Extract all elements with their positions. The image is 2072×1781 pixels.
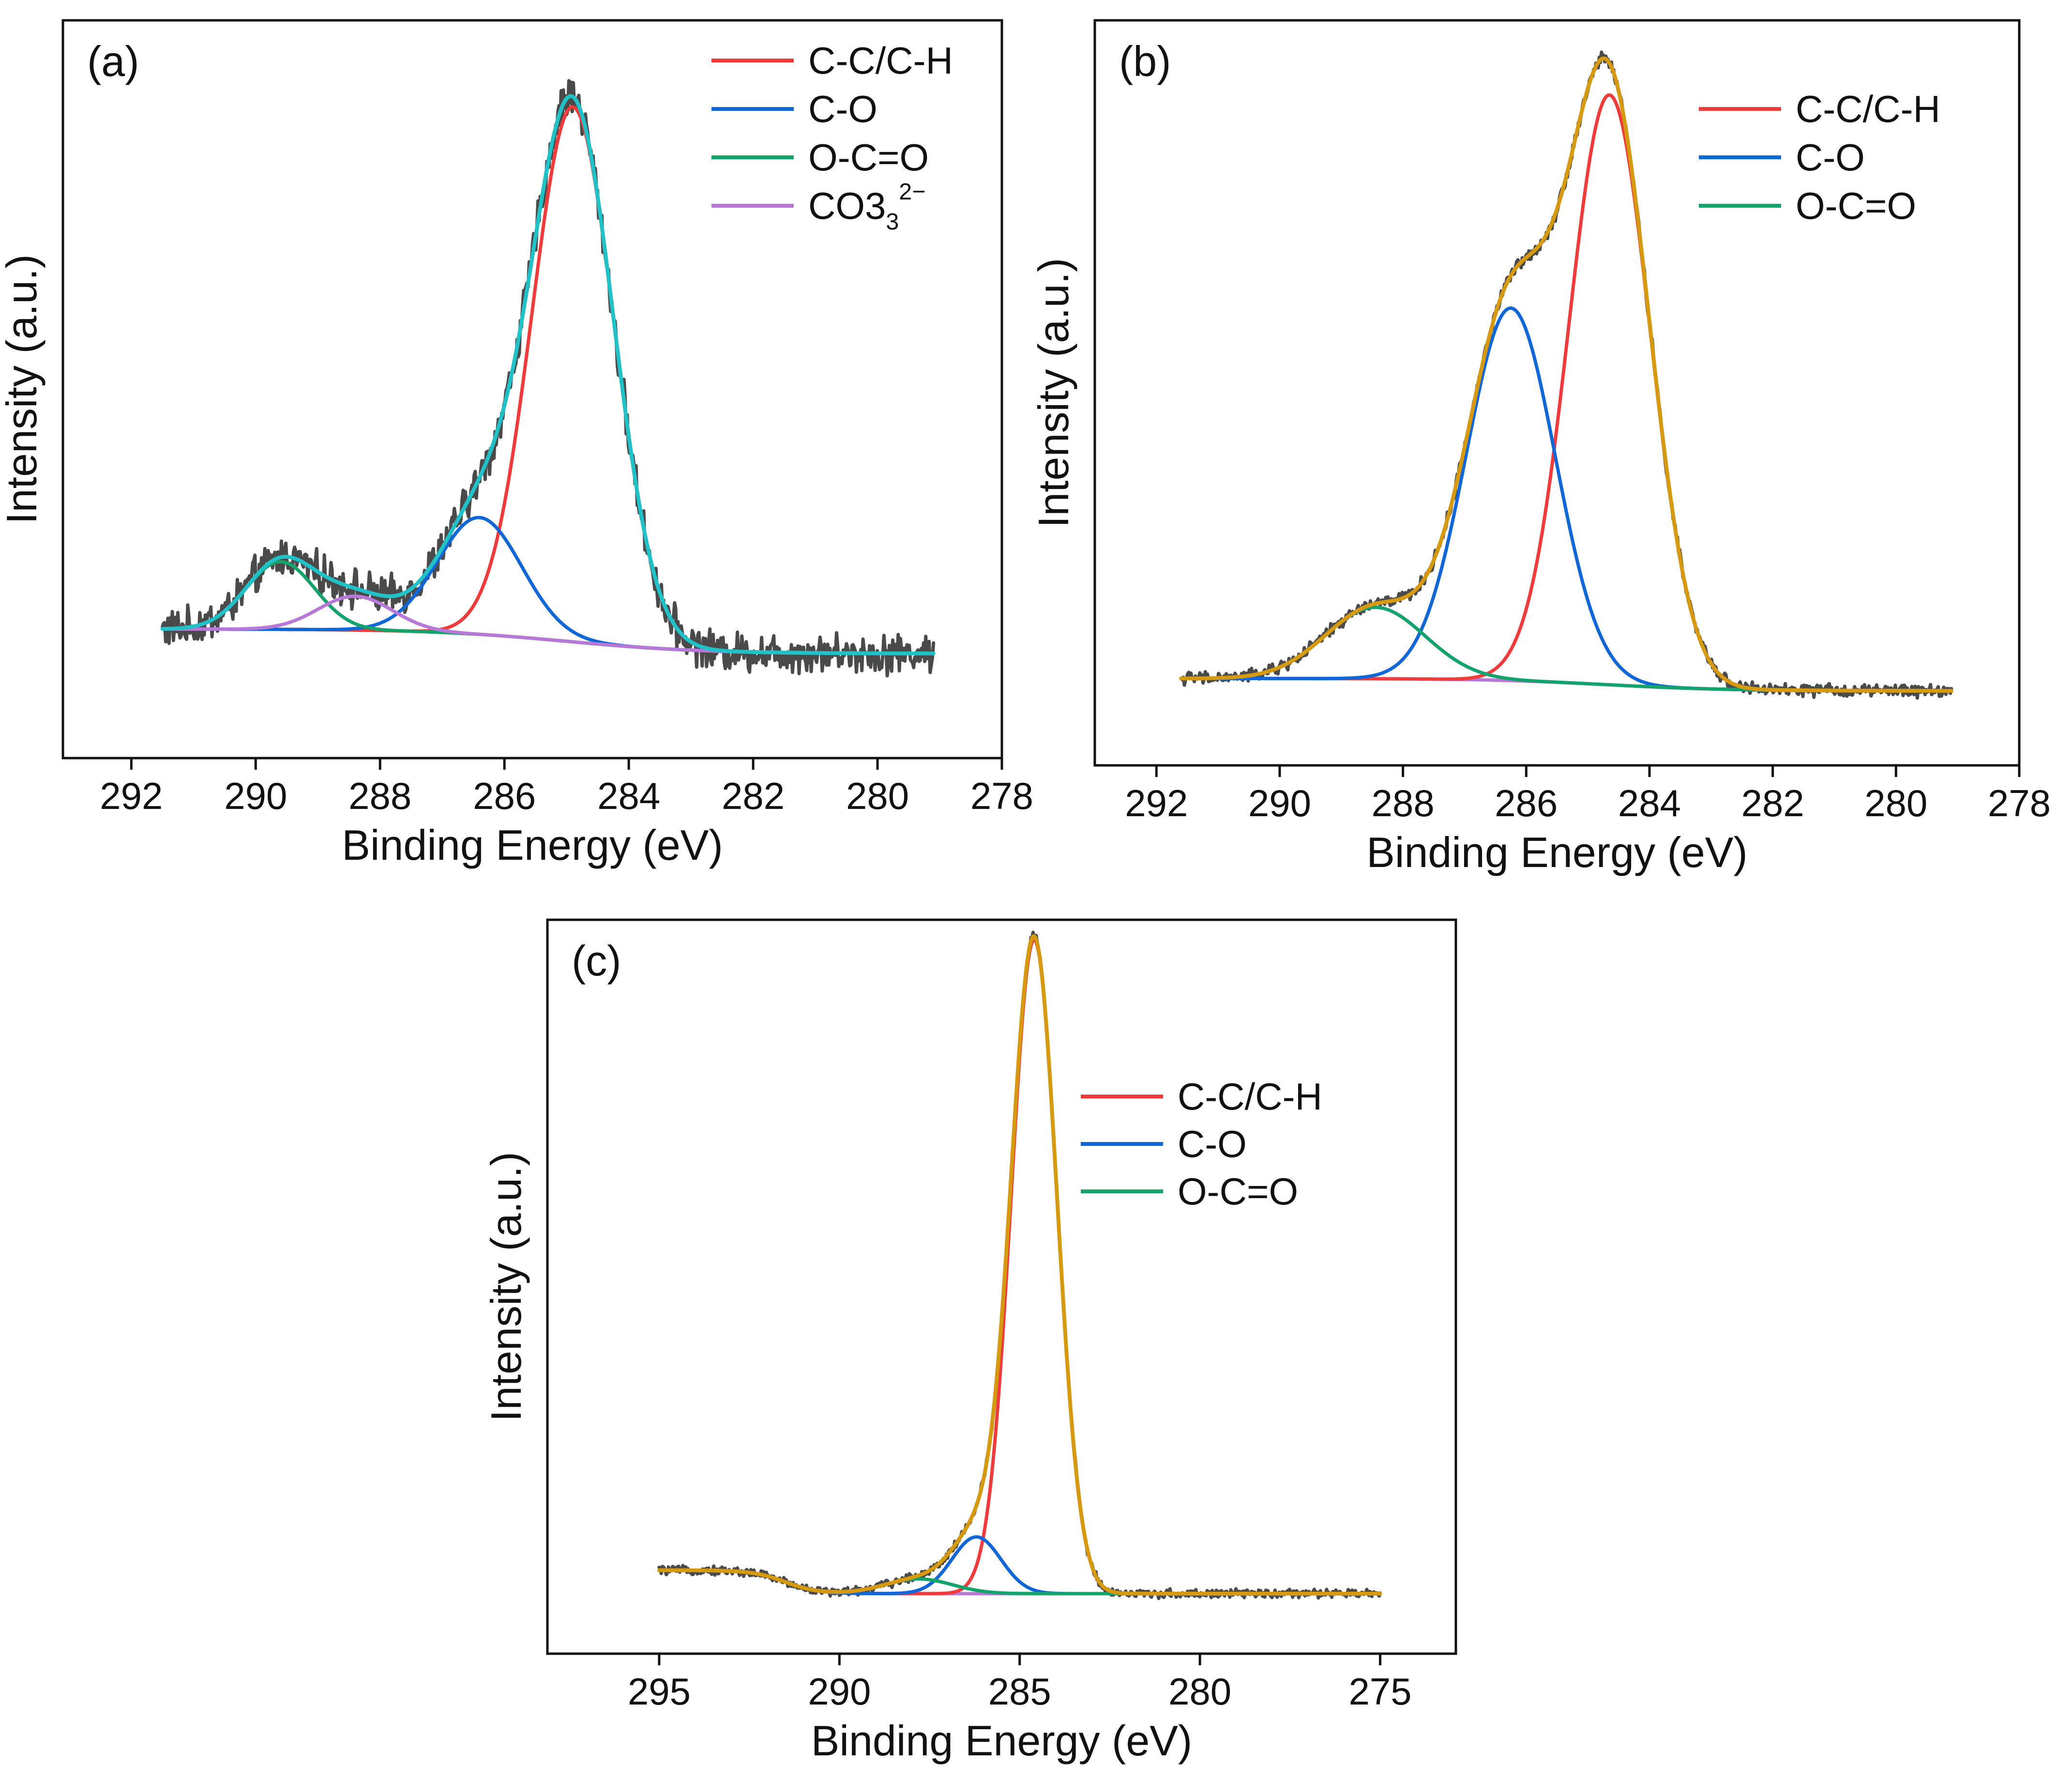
x-tick-label: 295 (628, 1670, 691, 1713)
x-axis-label: Binding Energy (eV) (1366, 828, 1748, 876)
x-tick-label: 275 (1349, 1670, 1412, 1713)
y-axis-label: Intensity (a.u.) (0, 254, 45, 524)
x-tick-label: 290 (808, 1670, 871, 1713)
x-axis-label: Binding Energy (eV) (342, 821, 723, 869)
series-line-c-o (657, 1535, 1382, 1596)
x-tick-label: 280 (1168, 1670, 1231, 1713)
legend: C-C/C-H C-O O-C=O (1699, 88, 1940, 227)
legend-label: C-O (1178, 1123, 1247, 1165)
legend-label: C-O (808, 88, 877, 130)
x-tick-label: 278 (970, 775, 1033, 817)
fit-envelope-line (657, 934, 1382, 1596)
x-tick-label: 290 (224, 775, 287, 817)
x-axis-label: Binding Energy (eV) (811, 1717, 1193, 1765)
plot-frame (1093, 19, 2021, 767)
x-tick-label: 278 (1988, 782, 2051, 824)
legend-label: O-C=O (1796, 184, 1916, 227)
plot-area (1179, 50, 1953, 700)
x-tick-label: 288 (348, 775, 411, 817)
x-tick-label: 280 (1864, 782, 1927, 824)
x-tick-label: 292 (1125, 782, 1188, 824)
legend-label: O-C=O (1178, 1170, 1298, 1213)
panel-label: (a) (87, 37, 139, 85)
x-tick-label: 284 (1618, 782, 1681, 824)
legend-label: C-C/C-H (1178, 1075, 1322, 1118)
y-axis-label: Intensity (a.u.) (1029, 258, 1077, 528)
x-tick-label: 280 (846, 775, 909, 817)
legend-label: O-C=O (808, 136, 929, 179)
panel-label: (c) (572, 937, 621, 985)
panel-b: 292 290 288 286 284 282 280 278 Binding Energy (… (1029, 19, 2051, 876)
x-tick-label: 284 (597, 775, 660, 817)
panel-c: 295 290 285 280 275 Binding Energy (eV) Intens… (482, 918, 1457, 1765)
x-tick-label: 286 (1495, 782, 1558, 824)
plot-frame (546, 918, 1457, 1655)
panel-a: 292 290 288 286 284 282 280 278 Binding Energy (… (0, 19, 1033, 869)
series-line-c-o (1179, 306, 1953, 693)
panel-label: (b) (1119, 37, 1171, 85)
legend-label: C-C/C-H (1796, 88, 1940, 130)
x-tick-label: 286 (473, 775, 536, 817)
x-tick-label: 282 (722, 775, 785, 817)
plot-frame (61, 19, 1003, 760)
x-tick-label: 290 (1248, 782, 1311, 824)
y-axis-label: Intensity (a.u.) (482, 1152, 530, 1422)
legend-label: C-C/C-H (808, 39, 953, 82)
legend-label: C-O (1796, 136, 1865, 179)
fit-envelope-line (1179, 56, 1953, 693)
legend: C-C/C-H C-O O-C=O (1081, 1075, 1322, 1213)
fit-envelope-line (160, 94, 936, 655)
series-line-c-o (161, 516, 936, 655)
x-tick-label: 288 (1372, 782, 1435, 824)
x-tick-label: 285 (988, 1670, 1051, 1713)
plot-area (160, 79, 936, 678)
legend-label: CO332− (808, 179, 925, 235)
x-tick-label: 282 (1741, 782, 1804, 824)
plot-area (657, 930, 1382, 1600)
x-tick-label: 292 (100, 775, 163, 817)
